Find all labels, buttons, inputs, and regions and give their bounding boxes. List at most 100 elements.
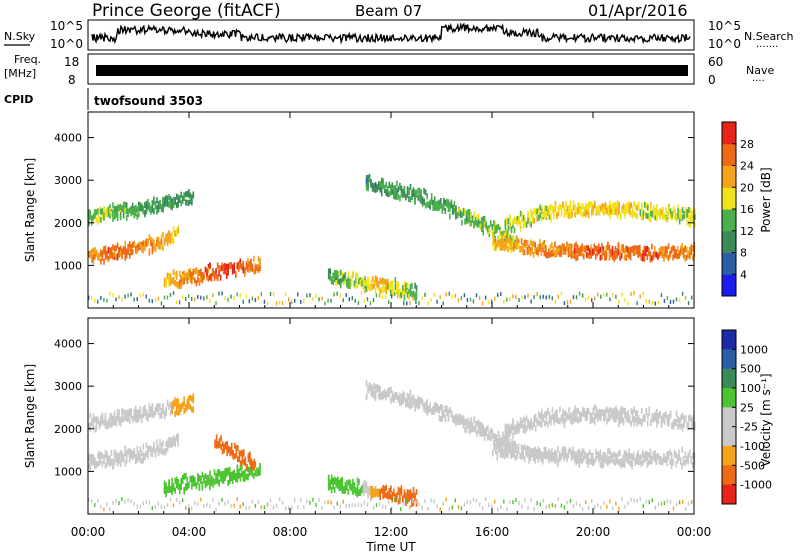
heatmap-cell bbox=[582, 455, 585, 462]
heatmap-cell bbox=[580, 206, 582, 213]
heatmap-cell bbox=[209, 480, 211, 487]
heatmap-cell bbox=[675, 502, 678, 507]
heatmap-cell bbox=[438, 406, 441, 413]
heatmap-cell bbox=[414, 282, 416, 289]
heatmap-cell bbox=[169, 401, 172, 408]
heatmap-cell bbox=[168, 193, 170, 200]
heatmap-cell bbox=[115, 297, 117, 302]
heatmap-cell bbox=[631, 212, 634, 219]
heatmap-cell bbox=[379, 186, 381, 193]
heatmap-cell bbox=[356, 491, 359, 498]
heatmap-cell bbox=[537, 244, 539, 251]
heatmap-cell bbox=[684, 206, 687, 213]
heatmap-cell bbox=[649, 448, 652, 455]
heatmap-cell bbox=[663, 418, 666, 425]
heatmap-cell bbox=[297, 505, 299, 510]
heatmap-cell bbox=[235, 472, 237, 479]
heatmap-cell bbox=[151, 411, 154, 418]
heatmap-cell bbox=[159, 447, 161, 454]
heatmap-cell bbox=[563, 445, 565, 452]
heatmap-cell bbox=[362, 485, 365, 492]
heatmap-cell bbox=[139, 412, 142, 419]
heatmap-cell bbox=[549, 244, 552, 251]
velocity-colorbar-label: Velocity [m s⁻¹] bbox=[759, 373, 773, 466]
heatmap-cell bbox=[587, 211, 590, 218]
heatmap-cell bbox=[206, 274, 208, 281]
heatmap-cell bbox=[169, 441, 172, 448]
heatmap-cell bbox=[634, 203, 637, 210]
heatmap-cell bbox=[131, 202, 134, 209]
heatmap-cell bbox=[406, 282, 409, 289]
heatmap-cell bbox=[520, 450, 523, 457]
heatmap-cell bbox=[654, 214, 657, 221]
heatmap-cell bbox=[557, 294, 559, 299]
heatmap-cell bbox=[107, 246, 110, 253]
heatmap-cell bbox=[145, 294, 147, 299]
heatmap-cell bbox=[185, 191, 187, 198]
nave-tick-top: 60 bbox=[708, 55, 723, 69]
heatmap-cell bbox=[666, 455, 668, 462]
heatmap-cell bbox=[594, 413, 596, 420]
heatmap-cell bbox=[256, 467, 258, 474]
heatmap-cell bbox=[191, 297, 193, 301]
heatmap-cell bbox=[677, 208, 679, 215]
heatmap-cell bbox=[130, 205, 132, 212]
heatmap-cell bbox=[646, 455, 649, 462]
heatmap-cell bbox=[216, 477, 219, 484]
heatmap-cell bbox=[138, 415, 140, 422]
heatmap-cell bbox=[652, 254, 655, 260]
heatmap-cell bbox=[566, 452, 568, 459]
heatmap-cell bbox=[221, 477, 223, 484]
heatmap-cell bbox=[109, 458, 111, 465]
heatmap-cell bbox=[634, 458, 636, 464]
heatmap-cell bbox=[125, 415, 128, 422]
heatmap-cell bbox=[135, 245, 137, 252]
heatmap-cell bbox=[660, 455, 662, 462]
heatmap-cell bbox=[165, 488, 167, 494]
heatmap-cell bbox=[94, 463, 96, 469]
heatmap-cell bbox=[525, 242, 527, 249]
heatmap-cell bbox=[646, 254, 649, 261]
heatmap-cell bbox=[192, 393, 195, 400]
heatmap-cell bbox=[595, 406, 598, 413]
heatmap-cell bbox=[408, 395, 410, 402]
heatmap-cell bbox=[647, 204, 649, 211]
heatmap-cell bbox=[257, 263, 260, 270]
heatmap-cell bbox=[476, 430, 478, 437]
heatmap-cell bbox=[418, 195, 421, 202]
heatmap-cell bbox=[388, 499, 390, 504]
heatmap-cell bbox=[411, 499, 413, 506]
heatmap-cell bbox=[624, 212, 626, 219]
heatmap-cell bbox=[554, 299, 556, 304]
heatmap-cell bbox=[365, 279, 368, 286]
heatmap-cell bbox=[218, 501, 220, 506]
heatmap-cell bbox=[408, 187, 410, 194]
heatmap-cell bbox=[385, 287, 387, 294]
heatmap-cell bbox=[189, 394, 192, 401]
heatmap-cell bbox=[645, 203, 648, 210]
heatmap-cell bbox=[118, 415, 120, 422]
heatmap-cell bbox=[464, 418, 466, 425]
heatmap-cell bbox=[650, 205, 652, 212]
heatmap-cell bbox=[508, 244, 511, 251]
heatmap-cell bbox=[191, 506, 193, 511]
heatmap-cell bbox=[606, 207, 608, 214]
heatmap-cell bbox=[531, 212, 534, 219]
heatmap-cell bbox=[91, 250, 93, 257]
heatmap-cell bbox=[457, 505, 460, 509]
heatmap-cell bbox=[375, 293, 378, 298]
heatmap-cell bbox=[385, 484, 387, 491]
heatmap-cell bbox=[221, 441, 224, 448]
heatmap-cell bbox=[412, 487, 415, 493]
heatmap-cell bbox=[175, 273, 178, 280]
heatmap-cell bbox=[681, 499, 684, 504]
heatmap-cell bbox=[577, 407, 579, 414]
heatmap-cell bbox=[383, 486, 386, 493]
heatmap-cell bbox=[241, 463, 243, 470]
heatmap-cell bbox=[686, 421, 688, 428]
heatmap-cell bbox=[478, 296, 481, 300]
heatmap-cell bbox=[124, 245, 126, 252]
heatmap-cell bbox=[494, 296, 496, 301]
heatmap-cell bbox=[346, 483, 348, 490]
heatmap-cell bbox=[181, 402, 184, 409]
